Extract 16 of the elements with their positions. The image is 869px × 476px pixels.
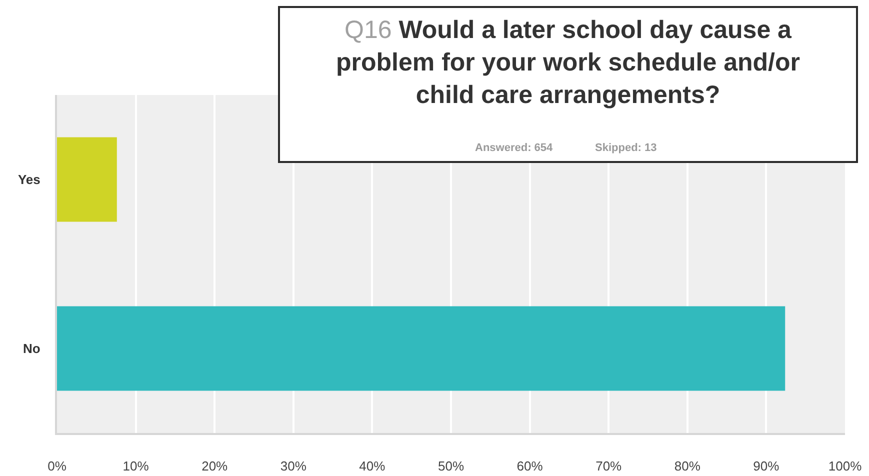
x-tick-label: 100% — [828, 458, 862, 474]
x-tick-label: 20% — [202, 458, 228, 474]
y-tick-label: Yes — [18, 172, 40, 188]
x-tick-label: 30% — [280, 458, 307, 474]
annotation: Answered: 654 — [475, 142, 554, 154]
x-tick-label: 10% — [122, 458, 150, 474]
x-tick-label: 40% — [359, 458, 386, 474]
annotation: Skipped: 13 — [595, 142, 657, 154]
x-tick-label: 70% — [596, 458, 622, 474]
x-tick-label: 0% — [48, 458, 67, 474]
y-tick-label: No — [23, 341, 40, 356]
x-tick-label: 80% — [674, 458, 701, 474]
x-tick-label: 90% — [753, 458, 780, 474]
chart-title: Q16 Would a later school day cause a problem for your work schedule and/or child care arrangements? — [336, 16, 800, 109]
x-tick-label: 60% — [516, 458, 544, 474]
x-tick-label: 50% — [438, 458, 464, 474]
